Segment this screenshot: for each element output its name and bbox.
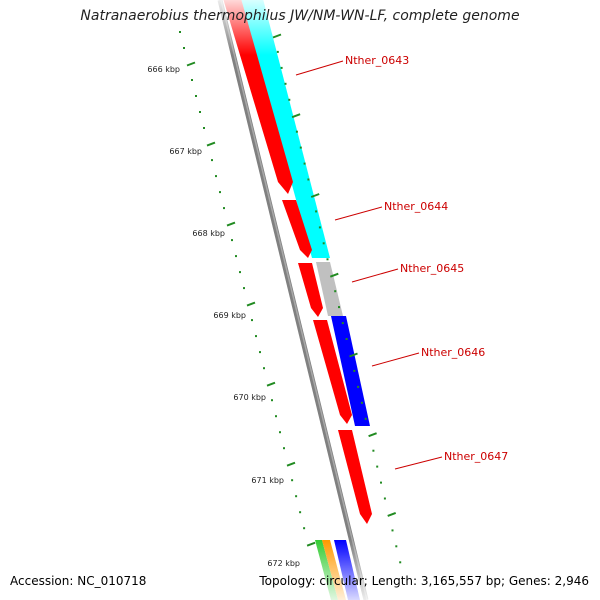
cds-arrow-nther-0647[interactable] — [338, 430, 372, 524]
ruler-major-tick — [310, 193, 320, 198]
cog-block-cyan[interactable] — [240, 0, 330, 258]
gene-label-nther-0645[interactable]: Nther_0645 — [400, 262, 464, 275]
scale-label-668: 668 kbp — [192, 229, 225, 238]
scale-major-tick — [226, 221, 236, 227]
cog-block-blue[interactable] — [331, 316, 370, 426]
scale-major-tick — [246, 301, 256, 307]
leader-line-nther-0645 — [351, 268, 399, 283]
gene-label-nther-0644[interactable]: Nther_0644 — [384, 200, 448, 213]
cog-block-grey[interactable] — [316, 262, 343, 316]
scale-ticks — [179, 31, 316, 547]
scale-label-666: 666 kbp — [147, 65, 180, 74]
ruler-major-tick — [272, 33, 282, 39]
ruler-major-tick — [387, 511, 397, 517]
scale-label-672: 672 kbp — [267, 559, 300, 568]
ruler-major-tick — [329, 272, 339, 278]
fade-top — [0, 0, 600, 55]
scale-major-tick — [206, 141, 216, 147]
scale-major-tick — [186, 61, 196, 67]
genome-backbone — [217, 0, 369, 600]
scale-major-tick — [306, 541, 316, 547]
genome-summary-text: Topology: circular; Length: 3,165,557 bp… — [259, 574, 589, 588]
cds-track — [223, 0, 372, 524]
cds-arrow-nther-0646[interactable] — [313, 320, 352, 424]
gene-label-nther-0643[interactable]: Nther_0643 — [345, 54, 409, 67]
gene-label-nther-0647[interactable]: Nther_0647 — [444, 450, 508, 463]
page-title: Natranaerobius thermophilus JW/NM-WN-LF,… — [80, 8, 520, 24]
cds-arrow-nther-0645[interactable] — [298, 263, 323, 317]
leader-line-nther-0647 — [394, 456, 443, 470]
scale-label-671: 671 kbp — [251, 476, 284, 485]
leader-line-nther-0643 — [295, 60, 344, 76]
fade-bottom — [0, 540, 600, 600]
leader-line-nther-0646 — [371, 352, 420, 367]
ruler-major-tick — [349, 352, 358, 358]
scale-major-tick — [286, 461, 296, 467]
gene-label-nther-0646[interactable]: Nther_0646 — [421, 346, 485, 359]
leader-line-nther-0644 — [334, 206, 383, 221]
cds-arrow-nther-0644[interactable] — [282, 200, 312, 258]
gene-labels: Nther_0643 Nther_0644 Nther_0645 Nther_0… — [295, 54, 508, 470]
scale-major-tick — [266, 381, 276, 387]
scale-label-667: 667 kbp — [169, 147, 202, 156]
scale-label-669: 669 kbp — [213, 311, 246, 320]
outer-ticks — [272, 33, 402, 564]
genome-backbone-highlight — [220, 0, 368, 600]
scale-label-670: 670 kbp — [233, 393, 266, 402]
accession-text: Accession: NC_010718 — [10, 574, 147, 588]
ruler-major-tick — [291, 113, 301, 119]
ruler-major-tick — [368, 432, 377, 438]
scale-labels: 666 kbp 667 kbp 668 kbp 669 kbp 670 kbp … — [147, 65, 300, 568]
